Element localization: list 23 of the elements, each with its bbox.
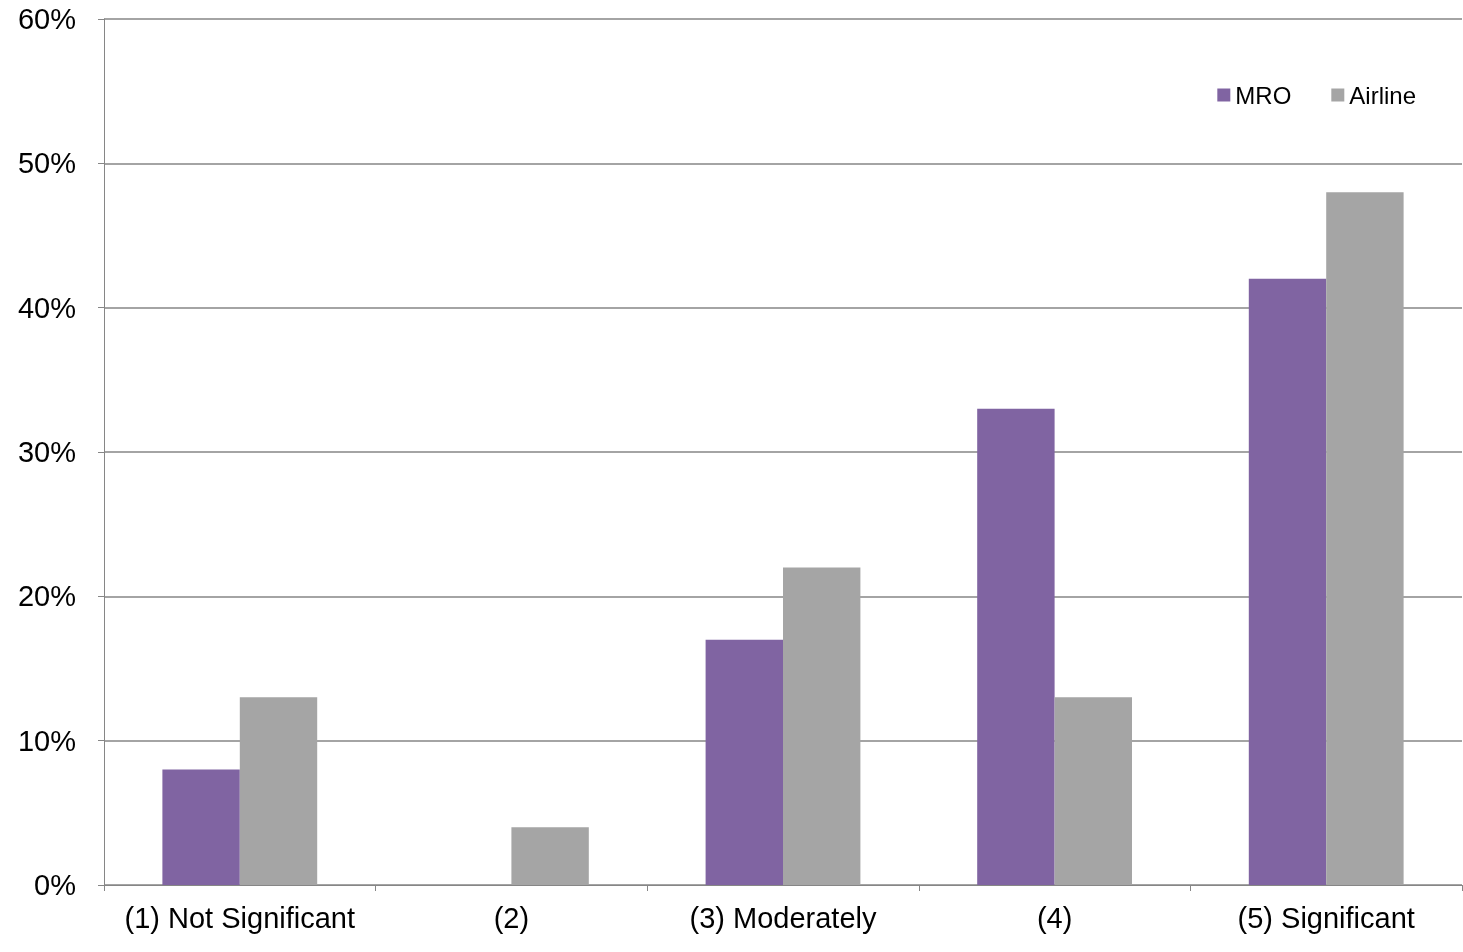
legend-label: Airline xyxy=(1349,81,1417,109)
y-tick-label: 50% xyxy=(17,147,76,180)
bar xyxy=(1326,192,1404,885)
y-tick-label: 30% xyxy=(17,436,76,468)
y-tick-label: 0% xyxy=(34,869,76,901)
x-tick-label: (2) xyxy=(493,901,530,934)
y-tick-label: 10% xyxy=(17,724,76,757)
y-tick-label: 20% xyxy=(17,580,76,613)
x-tick-label: (5) Significant xyxy=(1237,901,1415,934)
bar xyxy=(511,827,589,885)
legend-label: MRO xyxy=(1235,81,1292,109)
bar xyxy=(705,639,783,885)
y-tick-label: 40% xyxy=(17,291,76,324)
bar xyxy=(239,697,318,885)
x-tick-label: (3) Moderately xyxy=(689,901,877,934)
y-tick-label: 60% xyxy=(17,3,76,35)
bar xyxy=(162,769,240,885)
bar xyxy=(1054,697,1133,885)
x-tick-label: (4) xyxy=(1036,901,1073,934)
bar xyxy=(783,567,861,885)
bar xyxy=(1248,278,1327,885)
x-tick-label: (1) Not Significant xyxy=(124,901,356,934)
bar xyxy=(977,408,1055,885)
